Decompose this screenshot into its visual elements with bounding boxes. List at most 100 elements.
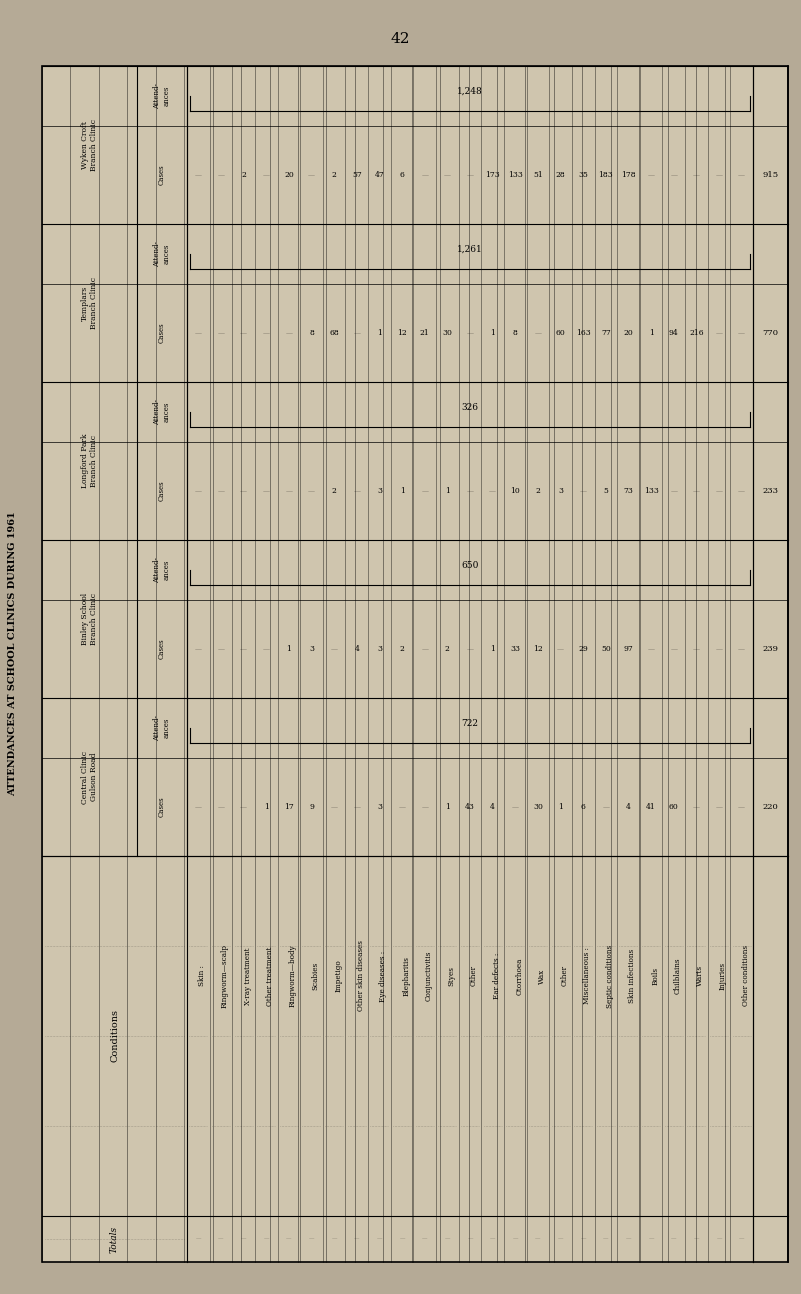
- Text: 60: 60: [556, 329, 566, 336]
- Text: —: —: [715, 804, 723, 811]
- Text: 43: 43: [465, 804, 475, 811]
- Text: —: —: [308, 171, 315, 179]
- Text: 915: 915: [763, 171, 779, 179]
- Text: 1: 1: [558, 804, 563, 811]
- Text: —: —: [195, 171, 202, 179]
- Text: Other: Other: [470, 965, 478, 986]
- Text: 3: 3: [309, 644, 314, 653]
- Text: 4: 4: [626, 804, 631, 811]
- Text: Attend-
ances: Attend- ances: [154, 241, 171, 267]
- Text: Totals: Totals: [110, 1225, 119, 1253]
- Text: Chilblains: Chilblains: [674, 958, 682, 994]
- Text: —: —: [195, 487, 202, 496]
- Text: —: —: [240, 487, 247, 496]
- Text: —: —: [716, 1237, 722, 1241]
- Text: —: —: [285, 487, 292, 496]
- Text: Skin infections: Skin infections: [629, 949, 637, 1003]
- Text: 57: 57: [352, 171, 362, 179]
- Text: —: —: [421, 487, 429, 496]
- Text: —: —: [534, 329, 541, 336]
- Text: 233: 233: [763, 487, 779, 496]
- Text: 4: 4: [354, 644, 359, 653]
- Text: Ear defects :: Ear defects :: [493, 952, 501, 999]
- Text: 21: 21: [420, 329, 429, 336]
- Text: Binley School
Branch Clinic: Binley School Branch Clinic: [81, 593, 98, 646]
- Text: 1: 1: [287, 644, 292, 653]
- Text: —: —: [332, 1237, 337, 1241]
- Text: —: —: [308, 1237, 314, 1241]
- Text: —: —: [671, 1237, 677, 1241]
- Text: —: —: [399, 804, 405, 811]
- Text: 3: 3: [377, 487, 382, 496]
- Text: 8: 8: [513, 329, 517, 336]
- Text: 3: 3: [377, 644, 382, 653]
- Text: 10: 10: [510, 487, 520, 496]
- Text: —: —: [489, 487, 496, 496]
- Text: 29: 29: [578, 644, 588, 653]
- Text: 5: 5: [603, 487, 608, 496]
- Text: 326: 326: [461, 402, 478, 411]
- Text: Eye diseases :: Eye diseases :: [380, 950, 388, 1002]
- Text: —: —: [715, 171, 723, 179]
- Text: —: —: [693, 644, 700, 653]
- Text: 30: 30: [442, 329, 453, 336]
- Text: 2: 2: [332, 171, 336, 179]
- Text: —: —: [195, 804, 202, 811]
- Text: —: —: [466, 329, 473, 336]
- Text: —: —: [670, 487, 678, 496]
- Text: —: —: [353, 804, 360, 811]
- Text: —: —: [445, 1237, 450, 1241]
- Text: 12: 12: [397, 329, 407, 336]
- Text: Otorrhoea: Otorrhoea: [515, 958, 523, 995]
- Text: 2: 2: [241, 171, 246, 179]
- Text: 33: 33: [510, 644, 521, 653]
- Text: 1: 1: [377, 329, 382, 336]
- Text: —: —: [217, 804, 224, 811]
- Text: —: —: [557, 644, 564, 653]
- Text: —: —: [353, 329, 360, 336]
- Text: Other conditions: Other conditions: [742, 946, 750, 1007]
- Text: —: —: [241, 1237, 247, 1241]
- Text: —: —: [466, 644, 473, 653]
- Text: Injuries: Injuries: [719, 961, 727, 990]
- Text: 28: 28: [556, 171, 566, 179]
- Text: —: —: [376, 1237, 382, 1241]
- Text: —: —: [466, 171, 473, 179]
- Text: 3: 3: [558, 487, 563, 496]
- Text: —: —: [739, 487, 745, 496]
- Text: 30: 30: [533, 804, 543, 811]
- Text: 3: 3: [377, 804, 382, 811]
- Text: 6: 6: [581, 804, 586, 811]
- Text: —: —: [693, 804, 700, 811]
- Text: 97: 97: [624, 644, 634, 653]
- Text: —: —: [739, 1237, 744, 1241]
- Text: 6: 6: [400, 171, 405, 179]
- Text: 1: 1: [445, 487, 450, 496]
- Text: —: —: [240, 644, 247, 653]
- Text: 8: 8: [309, 329, 314, 336]
- Text: —: —: [217, 487, 224, 496]
- Text: Cases: Cases: [158, 480, 166, 501]
- Text: —: —: [331, 804, 338, 811]
- Text: Ringworm—body: Ringworm—body: [289, 945, 297, 1007]
- Text: Scabies: Scabies: [312, 961, 320, 990]
- Text: —: —: [218, 1237, 223, 1241]
- Text: —: —: [263, 487, 270, 496]
- Text: 17: 17: [284, 804, 294, 811]
- Text: —: —: [715, 487, 723, 496]
- Text: —: —: [263, 171, 270, 179]
- Text: —: —: [739, 171, 745, 179]
- Text: —: —: [603, 1237, 609, 1241]
- Text: 1: 1: [490, 644, 495, 653]
- Text: 1: 1: [490, 329, 495, 336]
- Text: —: —: [195, 644, 202, 653]
- Text: —: —: [422, 1237, 428, 1241]
- Text: —: —: [739, 804, 745, 811]
- Text: —: —: [739, 329, 745, 336]
- Text: Cases: Cases: [158, 164, 166, 185]
- Text: 77: 77: [601, 329, 610, 336]
- Text: X-ray treatment: X-ray treatment: [244, 947, 252, 1004]
- Text: —: —: [648, 644, 654, 653]
- Text: 2: 2: [536, 487, 541, 496]
- Text: —: —: [421, 644, 429, 653]
